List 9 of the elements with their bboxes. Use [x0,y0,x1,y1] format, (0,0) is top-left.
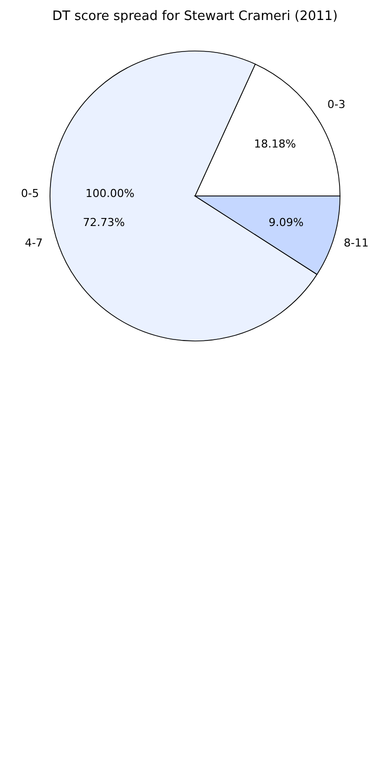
data-label: 72.73% [82,216,125,229]
slice-label: 0-3 [327,98,346,112]
text: 100.00% [86,187,134,200]
slice-label: 8-11 [344,236,369,250]
chart-title: DT score spread for Stewart Crameri (2011) [52,9,338,24]
data-label: 18.18% [254,138,296,151]
data-label: 9.09% [268,216,304,229]
text: 0-5 [21,187,39,200]
slice-label: 4-7 [24,236,43,250]
